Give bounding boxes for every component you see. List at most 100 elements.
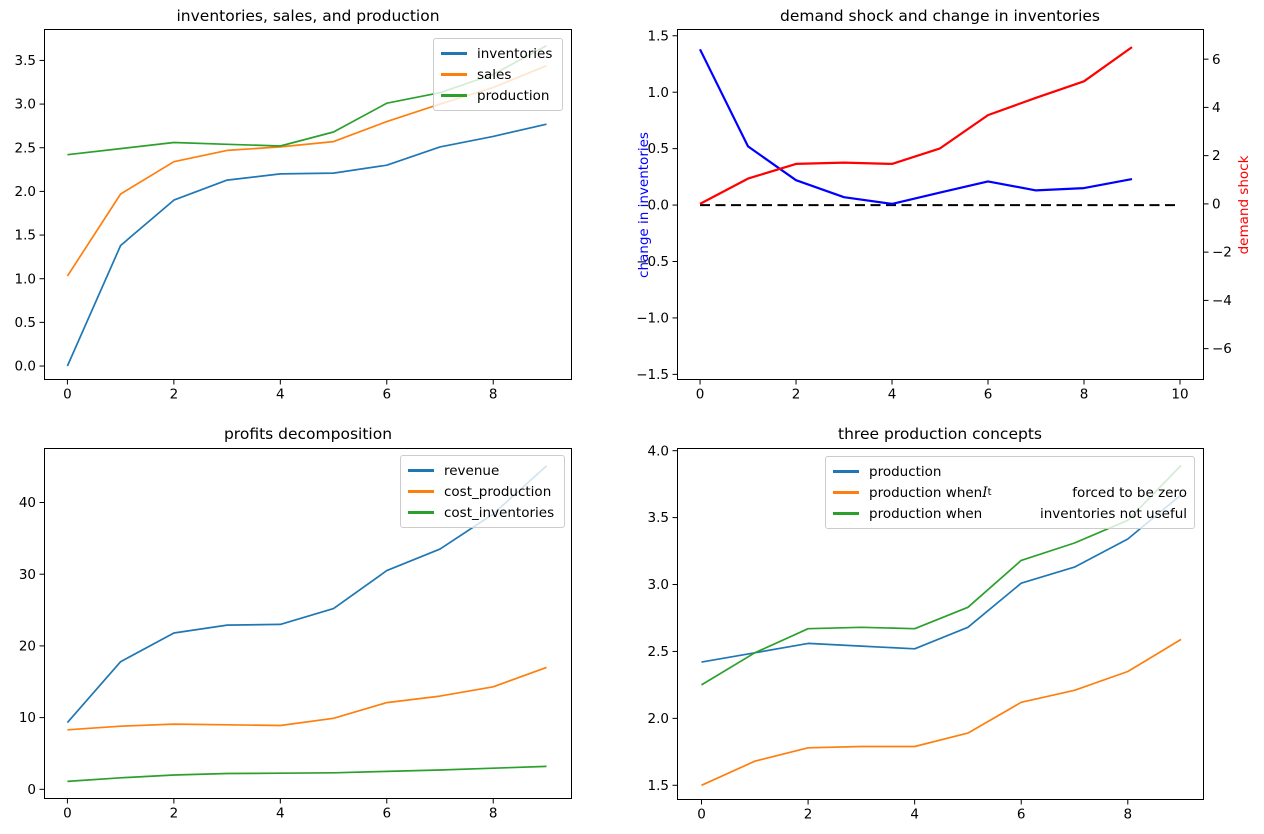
- legend-label: production: [869, 463, 942, 480]
- axes-frame: [44, 29, 572, 380]
- plot-area-profits-decomposition: 0 2 4 6 8 0 10 20 30 40: [19, 448, 572, 822]
- x-tick-label: 6: [382, 806, 391, 822]
- legend-line-sample: [441, 52, 467, 55]
- line-cost-inventories: [67, 765, 547, 783]
- x-tick-label: 0: [63, 387, 72, 403]
- axis-label-demand-shock: demand shock: [1236, 155, 1252, 254]
- legend-line-sample: [441, 73, 467, 76]
- x-tick-label: 6: [984, 387, 993, 403]
- legend-item: inventories: [441, 43, 555, 64]
- y-tick-label: 1.0: [15, 271, 36, 287]
- x-tick-label: 4: [910, 807, 919, 823]
- x-tick-label: 0: [63, 806, 72, 822]
- legend-line-sample: [833, 470, 859, 473]
- x-tick-label: 6: [382, 387, 391, 403]
- y-tick-label: 3.5: [15, 53, 36, 69]
- y-tick-label-right: 6: [1212, 52, 1221, 68]
- legend-label: cost_inventories: [444, 504, 555, 521]
- legend-line-sample: [441, 94, 467, 97]
- x-tick-label: 10: [1171, 387, 1188, 403]
- line-production: [701, 494, 1182, 663]
- x-tick-label: 2: [792, 387, 801, 403]
- chart-title-demand-shock: demand shock and change in inventories: [780, 7, 1100, 25]
- plot-area-inventories-sales-production: 0 2 4 6 8 0.0 0.5 1.0 1.5 2.0 2.5 3.0 3.5: [15, 29, 572, 403]
- legend-inventories-sales-production: inventories sales production: [433, 38, 563, 111]
- legend-label-right: forced to be zero: [1072, 484, 1187, 501]
- legend-label: inventories: [477, 45, 553, 62]
- legend-item: production: [441, 85, 555, 106]
- y-tick-label: 2.5: [648, 644, 669, 660]
- y-tick-label: 3.0: [648, 577, 669, 593]
- y-tick-label-right: 2: [1212, 148, 1221, 164]
- legend-label: revenue: [444, 462, 500, 479]
- plot-area-three-production-concepts: 0 2 4 6 8 1.5 2.0 2.5 3.0 3.5 4.0: [648, 443, 1204, 823]
- x-tick-label: 8: [1124, 807, 1133, 823]
- y-tick-label: 10: [19, 710, 36, 726]
- axes-inventories-sales-production: 0 2 4 6 8 0.0 0.5 1.0 1.5 2.0 2.5 3.0 3.5 inventories…: [15, 29, 572, 403]
- x-tick-label: 2: [170, 806, 179, 822]
- y-tick-label: 0.5: [15, 315, 36, 331]
- line-change-in-inventories: [699, 48, 1133, 205]
- legend-item: cost_inventories: [408, 502, 557, 523]
- legend-label-right: inventories not useful: [1040, 505, 1187, 522]
- y-tick-label: −1.0: [636, 311, 669, 327]
- y-tick-label: 0.0: [648, 198, 669, 214]
- legend-label: production: [477, 87, 550, 104]
- legend-line-sample: [408, 469, 434, 472]
- axes-demand-shock: 0 2 4 6 8 10 −1.5 −1.0 −0.5 0.0 0.5 1.0 1.5 −6 −4 −2 0 2 4…: [636, 28, 1232, 402]
- legend-item: revenue: [408, 460, 557, 481]
- y-tick-label: −0.5: [636, 254, 669, 270]
- legend-item: sales: [441, 64, 555, 85]
- chart-title-three-production-concepts: three production concepts: [838, 425, 1042, 443]
- x-tick-label: 4: [888, 387, 897, 403]
- y-tick-label-right: 4: [1212, 100, 1221, 116]
- y-tick-label: 0: [27, 782, 36, 798]
- legend-line-sample: [408, 511, 434, 514]
- x-tick-label: 8: [489, 806, 498, 822]
- plot-area-demand-shock-change-in-inventories: 0 2 4 6 8 10 −1.5 −1.0 −0.5 0.0 0.5 1.0 1.5 −6 −4 −2 0 2 4…: [636, 28, 1232, 402]
- y-tick-label-right: −4: [1212, 293, 1232, 309]
- legend-label: production when: [869, 484, 983, 501]
- line-cost-production: [67, 666, 547, 731]
- y-tick-label: 4.0: [648, 443, 669, 459]
- legend-profits-decomposition: revenue cost_production cost_inventories: [400, 455, 565, 528]
- y-tick-label: 2.0: [648, 711, 669, 727]
- line-inventories: [66, 123, 547, 367]
- x-tick-label: 8: [489, 387, 498, 403]
- y-tick-label: 2.5: [15, 140, 36, 156]
- y-tick-label: 1.5: [15, 228, 36, 244]
- chart-title-inventories-sales-production: inventories, sales, and production: [176, 7, 440, 25]
- y-tick-label-right: 0: [1212, 196, 1221, 212]
- x-tick-label: 8: [1080, 387, 1089, 403]
- y-tick-label: 2.0: [15, 184, 36, 200]
- y-tick-label: 1.5: [648, 28, 669, 44]
- y-tick-label: 40: [19, 495, 36, 511]
- y-tick-label-right: −2: [1212, 245, 1232, 261]
- x-tick-label: 2: [804, 807, 813, 823]
- axes-profits-decomposition: 0 2 4 6 8 0 10 20 30 40 revenue cost_production cost…: [19, 448, 572, 822]
- legend-line-sample: [408, 490, 434, 493]
- line-production-when-inventories-not-useful: [701, 464, 1182, 686]
- axis-label-change-in-inventories: change in inventories: [636, 131, 652, 278]
- legend-label: sales: [477, 66, 512, 83]
- y-tick-label: 3.0: [15, 97, 36, 113]
- legend-item: production when inventories not useful: [833, 503, 1187, 524]
- y-tick-label-right: −6: [1212, 341, 1232, 357]
- legend-math-symbol: I: [982, 484, 988, 501]
- axes-frame: [677, 29, 1204, 380]
- y-tick-label: 20: [19, 639, 36, 655]
- x-tick-label: 0: [697, 807, 706, 823]
- legend-label: cost_production: [444, 483, 552, 500]
- chart-title-profits-decomposition: profits decomposition: [223, 425, 393, 443]
- x-tick-label: 6: [1017, 807, 1026, 823]
- legend-math-subscript: t: [987, 487, 992, 498]
- y-tick-label: 30: [19, 567, 36, 583]
- line-demand-shock: [699, 46, 1133, 205]
- y-tick-label: 1.0: [648, 85, 669, 101]
- legend-item: production: [833, 461, 1187, 482]
- legend-line-sample: [833, 512, 859, 515]
- x-tick-label: 4: [276, 387, 285, 403]
- y-tick-label: 0.0: [15, 359, 36, 375]
